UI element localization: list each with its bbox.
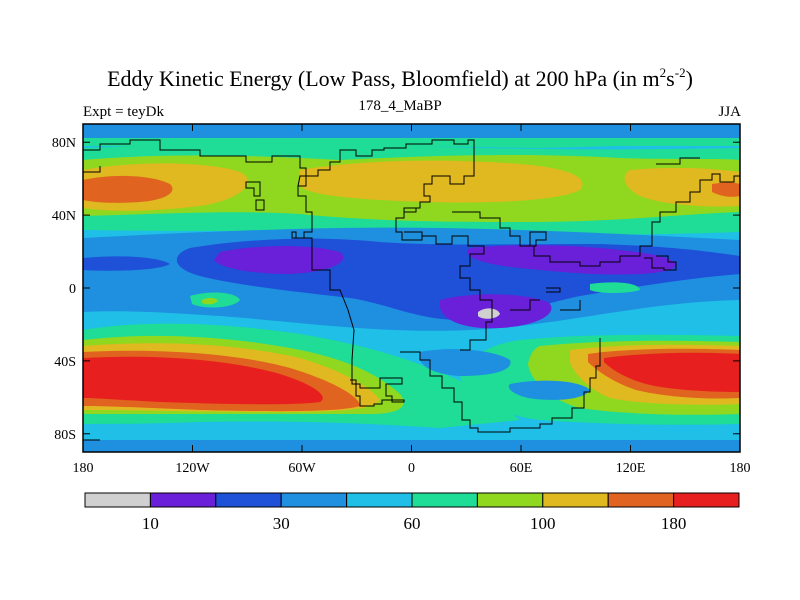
y-tick-label: 80S	[54, 428, 76, 443]
contour-fill	[300, 160, 583, 203]
colorbar-box	[673, 492, 740, 508]
x-tick-label: 60E	[510, 461, 533, 476]
x-tick-label: 120E	[616, 461, 646, 476]
y-axis: 80N 40N 0 40S 80S	[52, 136, 740, 443]
colorbar-box	[280, 492, 348, 508]
colorbar-box	[476, 492, 544, 508]
colorbar-box	[84, 492, 151, 508]
contour-fill	[83, 356, 323, 405]
ekе-contour-field	[83, 124, 740, 452]
contour-fill	[419, 349, 511, 376]
y-tick-label: 80N	[52, 136, 76, 151]
colorbar-box	[542, 492, 609, 508]
x-tick-label: 180	[73, 461, 94, 476]
colorbar: 10 30 60 100 180	[84, 492, 740, 533]
colorbar-label: 30	[273, 514, 290, 533]
contour-fill	[604, 352, 740, 392]
colorbar-label: 60	[404, 514, 421, 533]
season-label: JJA	[718, 104, 741, 120]
y-tick-label: 40S	[54, 355, 76, 370]
x-tick-label: 120W	[175, 461, 210, 476]
contour-fill	[624, 167, 740, 207]
contour-fill	[214, 246, 344, 274]
colorbar-box	[346, 492, 413, 508]
y-tick-label: 0	[69, 282, 76, 297]
contour-fill	[712, 182, 740, 197]
colorbar-box	[411, 492, 478, 508]
y-tick-label: 40N	[52, 209, 76, 224]
contour-fill	[202, 297, 218, 305]
x-tick-label: 60W	[288, 461, 316, 476]
colorbar-box	[607, 492, 675, 508]
colorbar-label: 100	[530, 514, 556, 533]
run-id-label: 178_4_MaBP	[358, 98, 442, 114]
contour-fill	[478, 308, 500, 319]
contour-fill	[83, 256, 170, 271]
colorbar-box	[149, 492, 217, 508]
map-title: Eddy Kinetic Energy (Low Pass, Bloomfiel…	[107, 65, 693, 91]
x-tick-label: 0	[408, 461, 415, 476]
contour-fill	[83, 175, 173, 203]
contour-fill	[467, 245, 676, 275]
x-tick-label: 180	[730, 461, 751, 476]
colorbar-label: 10	[142, 514, 159, 533]
contour-fill	[590, 282, 640, 293]
colorbar-box	[215, 492, 282, 508]
coastlines	[83, 139, 740, 441]
contour-fill	[508, 380, 590, 400]
colorbar-label: 180	[661, 514, 687, 533]
x-axis: 180 120W 60W 0 60E 120E 180	[73, 124, 751, 476]
experiment-label: Expt = teyDk	[83, 104, 164, 120]
